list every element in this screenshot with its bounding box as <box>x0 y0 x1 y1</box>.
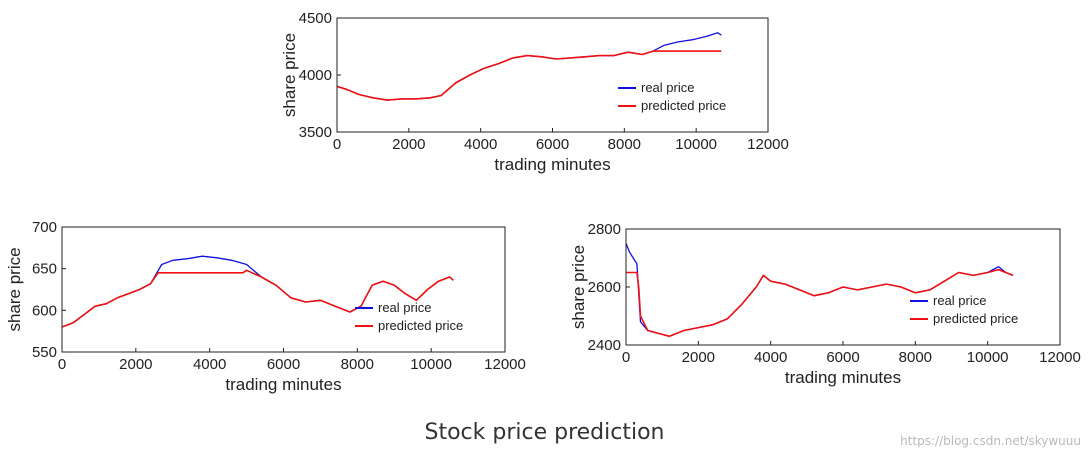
plot-frame <box>61 226 506 353</box>
x-tick-label: 6000 <box>826 349 859 366</box>
x-tick-label: 12000 <box>747 136 789 153</box>
watermark: https://blog.csdn.net/skywuuu <box>900 434 1081 448</box>
chart-1: 0 2000 4000 6000 8000 10000 12000 3500 4000 4500 t… <box>280 10 789 174</box>
y-axis-label: share price <box>569 245 588 329</box>
x-tick-label: 2000 <box>682 349 715 366</box>
x-tick-label: 10000 <box>675 136 717 153</box>
series-line-predicted-price <box>626 268 1014 338</box>
legend-label: predicted price <box>933 311 1018 326</box>
series-line-real-price <box>61 255 454 328</box>
x-tick-label: 4000 <box>464 136 497 153</box>
figure-caption: Stock price prediction <box>424 420 665 445</box>
y-tick-label: 650 <box>32 261 57 278</box>
chart-2: 0 2000 4000 6000 8000 10000 12000 550 600 650 700 t… <box>5 219 526 394</box>
y-tick-label: 3500 <box>299 124 332 141</box>
x-tick-label: 4000 <box>754 349 787 366</box>
y-axis-label: share price <box>5 247 24 331</box>
x-axis-label: trading minutes <box>785 368 901 387</box>
y-tick-label: 4500 <box>299 10 332 27</box>
x-tick-label: 8000 <box>899 349 932 366</box>
series-line-predicted-price <box>336 50 722 101</box>
series-line-predicted-price <box>61 269 454 328</box>
y-axis-label: share price <box>280 33 299 117</box>
legend-label: real price <box>933 293 986 308</box>
x-tick-label: 6000 <box>267 356 300 373</box>
x-tick-label: 2000 <box>392 136 425 153</box>
x-tick-label: 8000 <box>341 356 374 373</box>
x-tick-label: 4000 <box>193 356 226 373</box>
y-tick-label: 2800 <box>588 221 621 238</box>
chart-3: 0 2000 4000 6000 8000 10000 12000 2400 2600 2800 t… <box>569 221 1081 387</box>
x-tick-label: 8000 <box>608 136 641 153</box>
x-axis-label: trading minutes <box>494 155 610 174</box>
y-tick-label: 2600 <box>588 279 621 296</box>
legend-label: real price <box>378 300 431 315</box>
y-tick-label: 600 <box>32 302 57 319</box>
y-tick-label: 2400 <box>588 337 621 354</box>
y-tick-label: 4000 <box>299 67 332 84</box>
y-tick-label: 550 <box>32 344 57 361</box>
legend-label: predicted price <box>641 98 726 113</box>
x-tick-label: 10000 <box>410 356 452 373</box>
legend-label: real price <box>641 80 694 95</box>
x-tick-label: 12000 <box>1039 349 1081 366</box>
x-tick-label: 10000 <box>967 349 1009 366</box>
x-tick-label: 2000 <box>119 356 152 373</box>
x-tick-label: 6000 <box>536 136 569 153</box>
x-axis-label: trading minutes <box>225 375 341 394</box>
x-tick-label: 0 <box>333 136 341 153</box>
x-tick-label: 0 <box>622 349 630 366</box>
plot-frame <box>336 17 769 133</box>
y-tick-label: 700 <box>32 219 57 236</box>
x-tick-label: 12000 <box>484 356 526 373</box>
legend-label: predicted price <box>378 318 463 333</box>
x-tick-label: 0 <box>58 356 66 373</box>
